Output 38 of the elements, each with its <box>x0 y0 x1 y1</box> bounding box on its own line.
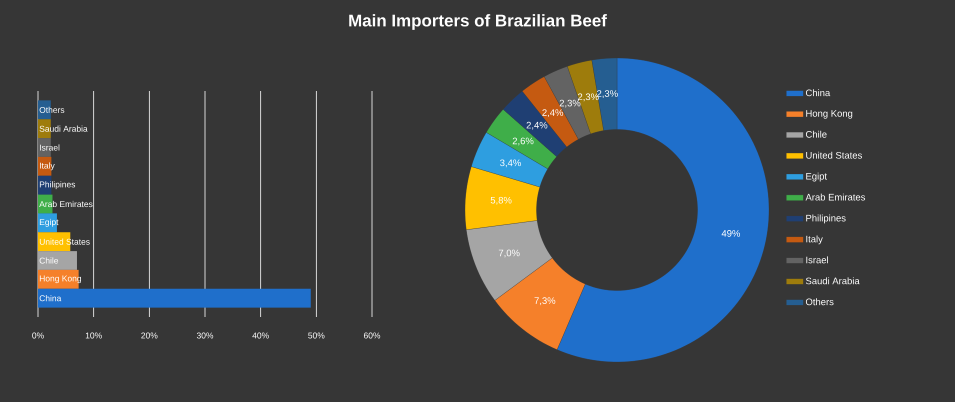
data-label: 2,4% <box>526 122 548 130</box>
x-tick-label: 40% <box>252 332 269 339</box>
legend-label: China <box>806 89 830 96</box>
data-label: 7,3% <box>534 297 556 306</box>
legend-label: Chile <box>806 130 827 138</box>
x-tick-label: 10% <box>86 332 102 339</box>
y-tick-label: Chile <box>40 257 58 264</box>
legend-label: Saudi Arabia <box>806 277 860 284</box>
legend-label: Egipt <box>806 172 827 182</box>
legend-label: Others <box>806 298 834 306</box>
x-tick-label: 50% <box>308 332 325 339</box>
data-label: 2,4% <box>542 109 564 118</box>
x-tick-label: 30% <box>196 332 214 339</box>
data-label: 2,3% <box>597 90 618 98</box>
legend-label: Italy <box>806 235 823 244</box>
y-tick-label: Israel <box>40 144 60 151</box>
legend-label: Arab Emirates <box>806 194 866 201</box>
y-tick-label: Philipines <box>40 181 76 190</box>
data-label: 2,3% <box>560 100 580 108</box>
data-label: 7,0% <box>498 250 520 258</box>
data-label: 3,4% <box>500 159 521 168</box>
y-tick-label: China <box>40 295 62 302</box>
y-tick-label: Saudi Arabia <box>40 126 88 132</box>
chart-title: Main Importers of Brazilian Beef <box>349 14 607 30</box>
data-label: 2,6% <box>512 138 534 146</box>
x-tick-label: 0% <box>32 332 44 339</box>
legend-label: Hong Kong <box>806 110 852 119</box>
legend-label: Philipines <box>806 214 846 224</box>
y-tick-label: Others <box>40 106 64 113</box>
x-tick-label: 60% <box>364 332 380 339</box>
bar <box>38 251 77 270</box>
data-label: 2,3% <box>578 93 599 102</box>
data-label: 49% <box>722 230 740 237</box>
legend-label: Israel <box>806 256 828 264</box>
data-label: 5,8% <box>490 196 512 205</box>
legend-label: United States <box>806 152 862 159</box>
bar <box>38 288 311 308</box>
x-tick-label: 20% <box>141 332 158 339</box>
